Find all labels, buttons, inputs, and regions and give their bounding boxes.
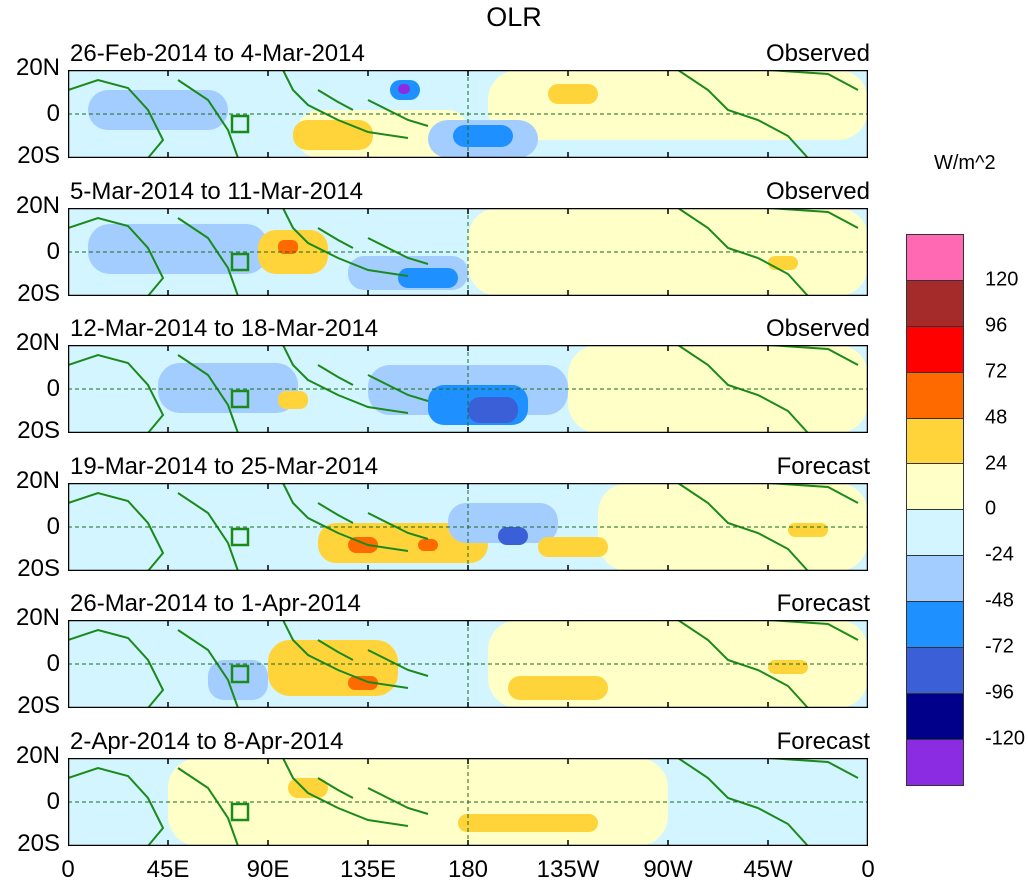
latitude-label: 0 (46, 375, 60, 402)
colorbar (906, 234, 964, 786)
longitude-label: 135W (536, 856, 600, 883)
panel-period: 26-Mar-2014 to 1-Apr-2014 (70, 590, 361, 617)
olr-map (68, 70, 868, 158)
latitude-label: 0 (46, 650, 60, 677)
colorbar-units: W/m^2 (934, 152, 996, 174)
longitude-label: 45W (743, 856, 793, 883)
panel-kind: Forecast (776, 590, 870, 617)
colorbar-label: 120 (985, 268, 1019, 291)
latitude-label: 0 (46, 788, 60, 815)
panel-period: 19-Mar-2014 to 25-Mar-2014 (70, 453, 379, 480)
olr-map (68, 483, 868, 571)
colorbar-label: 96 (985, 314, 1008, 337)
latitude-label: 20N (15, 329, 60, 356)
colorbar-swatch (906, 234, 964, 280)
colorbar-swatch (906, 509, 964, 556)
longitude-label: 90W (643, 856, 693, 883)
latitude-label: 20N (15, 467, 60, 494)
panel-kind: Observed (765, 315, 870, 342)
colorbar-swatch (906, 417, 964, 464)
colorbar-label: -72 (985, 635, 1014, 658)
panel-period: 12-Mar-2014 to 18-Mar-2014 (70, 315, 379, 342)
panel-kind: Forecast (776, 728, 870, 755)
longitude-label: 45E (146, 856, 190, 883)
panel-period: 26-Feb-2014 to 4-Mar-2014 (70, 40, 365, 67)
map-panel: 12-Mar-2014 to 18-Mar-2014 Observed 20N 0 20… (0, 311, 900, 451)
colorbar-swatch (906, 692, 964, 739)
panel-period: 2-Apr-2014 to 8-Apr-2014 (70, 728, 344, 755)
latitude-label: 20N (15, 742, 60, 769)
latitude-label: 20S (17, 417, 60, 444)
latitude-label: 20S (17, 280, 60, 307)
longitude-label: 90E (246, 856, 290, 883)
latitude-label: 0 (46, 238, 60, 265)
latitude-label: 20S (17, 692, 60, 719)
panel-kind: Forecast (776, 453, 870, 480)
colorbar-swatch (906, 555, 964, 602)
latitude-label: 20S (17, 830, 60, 857)
colorbar-swatch (906, 738, 964, 786)
colorbar-label: -48 (985, 589, 1014, 612)
latitude-label: 0 (46, 513, 60, 540)
longitude-label: 0 (61, 856, 75, 883)
latitude-label: 20N (15, 192, 60, 219)
map-panel: 5-Mar-2014 to 11-Mar-2014 Observed 20N 0 20S (0, 174, 900, 314)
map-panel: 19-Mar-2014 to 25-Mar-2014 Forecast 20N 0 20… (0, 449, 900, 589)
colorbar-swatch (906, 601, 964, 648)
map-panel: 2-Apr-2014 to 8-Apr-2014 Forecast 20N 0 20S (0, 724, 900, 864)
panel-period: 5-Mar-2014 to 11-Mar-2014 (70, 178, 364, 205)
map-panel: 26-Mar-2014 to 1-Apr-2014 Forecast 20N 0 20S (0, 586, 900, 726)
colorbar-label: -24 (985, 543, 1014, 566)
latitude-label: 20S (17, 142, 60, 169)
panel-kind: Observed (765, 178, 870, 205)
olr-map (68, 345, 868, 433)
map-panel: 26-Feb-2014 to 4-Mar-2014 Observed 20N 0 20S (0, 36, 900, 176)
colorbar-swatch (906, 463, 964, 510)
colorbar-swatch (906, 371, 964, 418)
colorbar-swatch (906, 647, 964, 693)
colorbar-swatch (906, 279, 964, 326)
latitude-label: 20S (17, 555, 60, 582)
colorbar-label: 48 (985, 406, 1008, 429)
colorbar-label: -96 (985, 681, 1014, 704)
olr-map (68, 758, 868, 846)
longitude-label: 135E (339, 856, 397, 883)
olr-map (68, 208, 868, 296)
panel-kind: Observed (765, 40, 870, 67)
latitude-label: 20N (15, 54, 60, 81)
figure-title: OLR (486, 2, 542, 32)
latitude-label: 20N (15, 604, 60, 631)
latitude-label: 0 (46, 100, 60, 127)
colorbar-label: -120 (985, 727, 1026, 750)
colorbar-swatch (906, 325, 964, 372)
colorbar-label: 24 (985, 452, 1008, 474)
longitude-label: 180 (447, 856, 489, 883)
longitude-label: 0 (861, 856, 875, 883)
olr-map (68, 620, 868, 708)
colorbar-label: 72 (985, 360, 1008, 383)
colorbar-label: 0 (985, 497, 997, 520)
